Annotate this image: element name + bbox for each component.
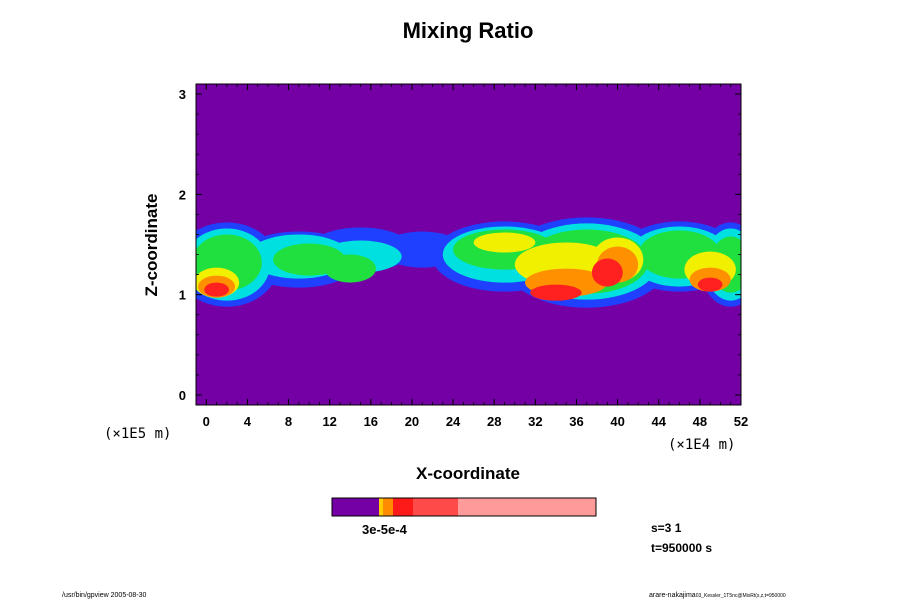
y-tick-label: 0 — [179, 388, 186, 403]
x-tick-label: 24 — [446, 414, 461, 429]
footer-left: /usr/bin/gpview 2005-08-30 — [62, 592, 147, 599]
colorbar-segment — [332, 498, 379, 516]
x-tick-label: 16 — [364, 414, 378, 429]
field-contour-red — [697, 277, 723, 292]
x-axis-label: X-coordinate — [416, 464, 520, 483]
y-ticks: 0 1 2 3 — [179, 87, 741, 403]
x-tick-label: 40 — [610, 414, 624, 429]
x-tick-label: 52 — [734, 414, 748, 429]
colorbar-segment — [458, 498, 596, 516]
plot-frame — [195, 83, 742, 406]
colorbar-segment — [393, 498, 413, 516]
time-readout: t=950000 s — [651, 541, 712, 555]
x-tick-label: 4 — [244, 414, 252, 429]
step-readout: s=3 1 — [651, 521, 682, 535]
field-contour-green — [324, 254, 376, 283]
x-tick-label: 8 — [285, 414, 292, 429]
field-contour-yellow — [473, 232, 536, 253]
colorbar-frame — [331, 497, 597, 517]
field-contour-red — [204, 282, 229, 297]
y-axis-label: Z-coordinate — [142, 194, 161, 297]
mixing-ratio-field — [196, 217, 741, 308]
colorbar-segment — [383, 498, 393, 516]
y-axis-units: (×1E5 m) — [104, 426, 171, 442]
x-tick-label: 44 — [652, 414, 667, 429]
colorbar-segment — [413, 498, 458, 516]
field-contour-red — [591, 258, 623, 287]
x-tick-label: 12 — [322, 414, 336, 429]
chart-title: Mixing Ratio — [403, 18, 534, 43]
x-tick-label: 28 — [487, 414, 501, 429]
x-tick-label: 48 — [693, 414, 707, 429]
x-tick-label: 0 — [203, 414, 210, 429]
x-tick-label: 36 — [569, 414, 583, 429]
y-tick-label: 2 — [179, 187, 186, 202]
field-contour-red — [530, 284, 582, 301]
x-tick-label: 32 — [528, 414, 542, 429]
colorbar — [331, 497, 597, 517]
footer-right-small: 03_Kessler_1T5nc@MixRt(x,z,t=950000 — [696, 593, 786, 599]
y-tick-label: 1 — [179, 288, 186, 303]
colorbar-segment — [379, 498, 383, 516]
x-tick-label: 20 — [405, 414, 419, 429]
colorbar-label: 3e-5e-4 — [362, 522, 408, 537]
y-tick-label: 3 — [179, 87, 186, 102]
footer-right-main: arare-nakajima — [649, 592, 696, 599]
x-axis-units: (×1E4 m) — [668, 437, 735, 453]
footer-right: arare-nakajima03_Kessler_1T5nc@MixRt(x,z… — [649, 592, 786, 599]
x-ticks: 0 4 8 12 16 20 24 28 32 36 40 44 48 52 — [203, 84, 748, 429]
